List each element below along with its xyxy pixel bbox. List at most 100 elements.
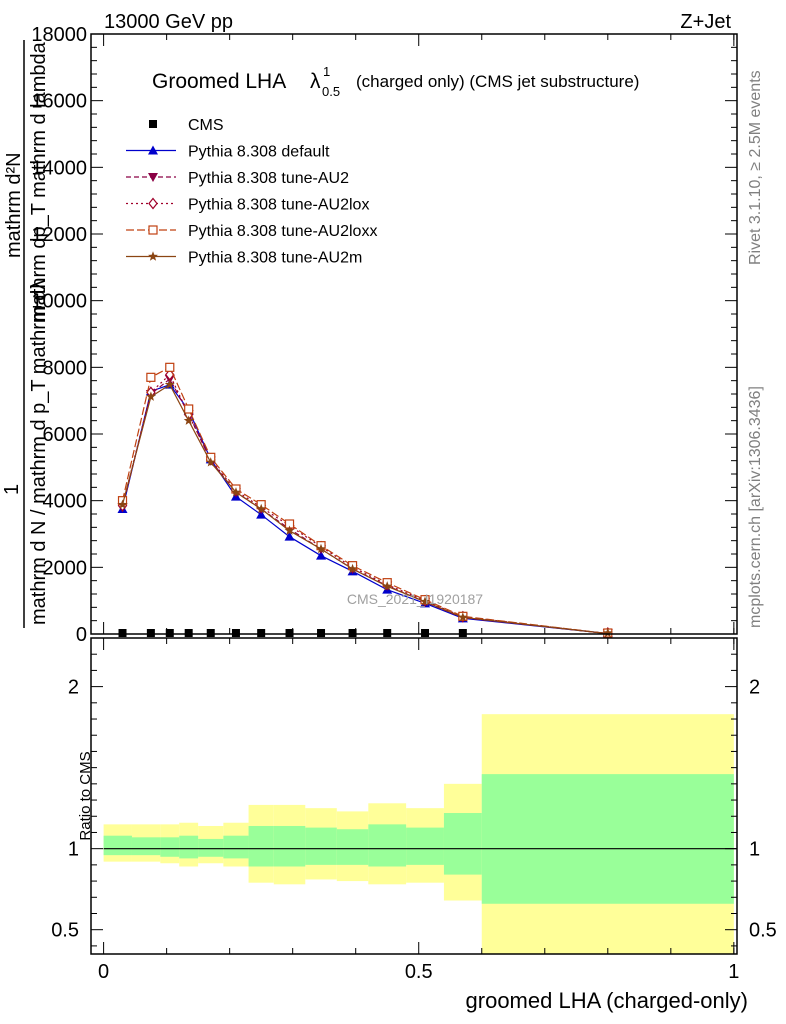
y-axis-label: mathrm d²N mathrm dp_T mathrm d lambda 1… (1, 40, 50, 628)
data-point (205, 457, 216, 467)
ratio-inner-band (336, 829, 369, 865)
title-sub: 0.5 (322, 84, 340, 99)
series-line (121, 383, 608, 635)
x-tick-label: 1 (728, 961, 739, 983)
ratio-ticks: 0.5 0.5 1 1 2 2 0 0.5 1 (51, 638, 777, 983)
watermark: CMS_2021_I1920187 (347, 591, 483, 607)
ratio-inner-band (223, 835, 249, 859)
ratio-y-tick-label-right: 1 (749, 839, 760, 861)
x-tick-label: 0 (98, 961, 109, 983)
data-point (257, 629, 266, 637)
y-tick-label: 14000 (31, 157, 87, 179)
ratio-inner-band (103, 835, 132, 856)
legend-label: Pythia 8.308 tune-AU2lox (188, 197, 369, 214)
plot-title: Groomed LHA λ 1 0.5 (charged only) (CMS … (152, 64, 639, 99)
title-suffix: (charged only) (CMS jet substructure) (356, 72, 639, 91)
data-point (256, 503, 267, 514)
data-point (165, 362, 175, 372)
y-tick-label: 6000 (43, 424, 88, 446)
main-frame (90, 33, 738, 635)
y-tick-label: 8000 (43, 357, 88, 379)
process-label: Z+Jet (680, 11, 731, 33)
ratio-inner-band (368, 824, 407, 867)
data-point (231, 629, 240, 637)
x-tick-label: 0.5 (405, 961, 433, 983)
data-point (183, 415, 194, 425)
legend-marker (148, 145, 158, 155)
data-point (146, 629, 155, 637)
data-point (316, 543, 326, 554)
x-axis-label: groomed LHA (charged-only) (466, 988, 748, 1013)
legend-label: CMS (188, 117, 224, 134)
rivet-label: Rivet 3.1.10, ≥ 2.5M events (747, 70, 764, 265)
y-label-num: 1 (1, 484, 23, 495)
mcplots-label: mcplots.cern.ch [arXiv:1306.3436] (747, 386, 764, 628)
ratio-inner-band (131, 837, 161, 856)
y-tick-label: 18000 (31, 24, 87, 46)
data-point (457, 612, 468, 622)
ratio-y-tick-label: 0.5 (51, 920, 79, 942)
data-point (421, 629, 430, 637)
data-point (284, 525, 295, 535)
data-point (231, 487, 241, 497)
y-tick-label: 2000 (43, 557, 88, 579)
data-point (316, 550, 327, 560)
data-point (602, 627, 613, 638)
title-sup: 1 (323, 64, 330, 79)
ratio-bands (103, 714, 734, 954)
ratio-inner-band (443, 813, 482, 875)
data-point (145, 391, 156, 401)
main-panel: 0 2000 4000 6000 8000 10000 12000 14000 16000 180… (31, 24, 738, 646)
legend-label: Pythia 8.308 tune-AU2 (188, 170, 349, 187)
legend-label: Pythia 8.308 tune-AU2loxx (188, 223, 377, 240)
data-point (118, 629, 127, 637)
legend-marker (148, 173, 158, 182)
data-point (317, 629, 326, 637)
main-series (117, 362, 613, 639)
series-line (121, 373, 608, 635)
data-point (165, 629, 174, 637)
data-point (382, 581, 393, 591)
data-point (383, 629, 392, 637)
y-tick-label: 16000 (31, 91, 87, 113)
data-point (285, 629, 294, 637)
ratio-panel: 0.5 0.5 1 1 2 2 0 0.5 1 (51, 637, 777, 983)
ratio-inner-band (481, 774, 734, 904)
series-0 (118, 629, 467, 637)
data-point (458, 629, 467, 637)
data-point (184, 404, 194, 414)
ratio-frame (90, 637, 738, 955)
data-point (420, 596, 430, 606)
ratio-inner-band (179, 835, 199, 859)
y-label-overlay: mathrm dp_T mathrm d lambda (28, 41, 50, 322)
title-prefix: Groomed LHA (152, 70, 286, 93)
data-point (256, 509, 267, 519)
ratio-y-tick-label-right: 2 (749, 677, 760, 699)
y-tick-label: 10000 (31, 291, 87, 313)
y-label-top: mathrm d²N (3, 152, 25, 258)
data-point (206, 629, 215, 637)
ratio-inner-band (273, 825, 306, 867)
y-tick-label: 0 (76, 624, 87, 646)
data-point (164, 379, 175, 389)
data-point (184, 629, 193, 637)
ratio-inner-band (248, 825, 274, 867)
data-point (348, 629, 357, 637)
series-line (121, 378, 608, 635)
series-line (121, 383, 608, 635)
data-point (284, 531, 295, 541)
series-5 (117, 379, 613, 638)
energy-label: 13000 GeV pp (104, 11, 233, 33)
data-point (347, 563, 358, 574)
ratio-y-tick-label: 2 (68, 677, 79, 699)
ratio-inner-band (305, 827, 337, 865)
title-lambda: λ (310, 70, 321, 93)
data-point (146, 372, 156, 382)
ratio-inner-band (160, 837, 180, 857)
data-point (117, 499, 128, 509)
ratio-y-label: Ratio to CMS (77, 751, 94, 840)
legend-marker (148, 251, 158, 261)
y-label-den: mathrm d N / mathrm d p_T mathrm dλ (28, 280, 50, 625)
legend-label: Pythia 8.308 tune-AU2m (188, 250, 362, 267)
